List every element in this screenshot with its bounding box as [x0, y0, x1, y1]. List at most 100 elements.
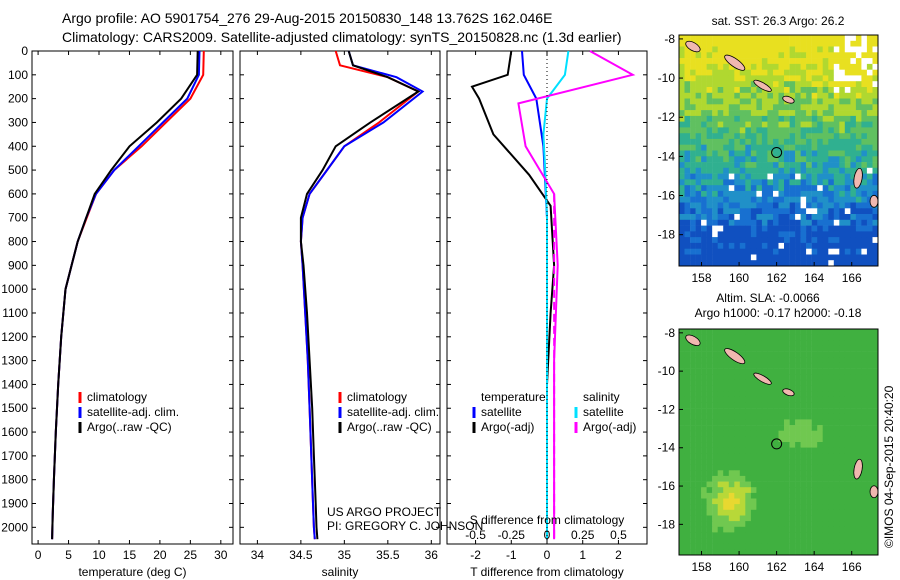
map-cell	[866, 515, 873, 522]
map-cell	[811, 150, 818, 157]
map-cell	[745, 144, 752, 151]
map-cell	[828, 345, 835, 352]
map-cell	[706, 515, 713, 522]
title-line-2: Climatology: CARS2009. Satellite-adjuste…	[62, 29, 622, 45]
map-cell	[750, 75, 757, 82]
map-cell	[784, 52, 790, 59]
map-cell	[734, 260, 741, 267]
map-cell	[745, 92, 752, 99]
map-cell	[761, 340, 768, 347]
map-cell	[712, 133, 718, 140]
map-cell	[844, 430, 851, 437]
map-cell	[679, 167, 685, 174]
map-cell	[773, 196, 779, 203]
map-cell	[717, 385, 724, 392]
map-cell	[855, 425, 862, 432]
map-cell	[861, 334, 868, 341]
map-cell	[728, 549, 735, 556]
map-cell	[679, 69, 685, 76]
y-tick-label: 200	[8, 92, 28, 106]
map-cell	[706, 127, 713, 134]
map-cell	[723, 396, 729, 403]
map-cell	[811, 391, 818, 398]
map-cell	[701, 52, 707, 59]
map-cell	[701, 133, 707, 140]
map-cell	[773, 179, 779, 186]
map-cell	[756, 196, 763, 203]
map-cell	[728, 81, 735, 88]
map-cell	[679, 254, 685, 261]
map-cell	[750, 81, 757, 88]
map-cell	[828, 532, 835, 539]
map-cell	[778, 447, 785, 454]
map-cell	[767, 402, 774, 409]
map-cell	[756, 179, 763, 186]
map-cell	[784, 87, 790, 94]
map-cell	[828, 419, 835, 426]
map-cell	[767, 425, 774, 432]
map-cell	[811, 133, 818, 140]
map-cell	[712, 402, 718, 409]
map-cell	[866, 254, 873, 261]
map-cell	[701, 447, 707, 454]
map-cell	[778, 464, 785, 471]
map-cell	[750, 436, 757, 443]
y-tick-label: 1700	[1, 449, 28, 463]
map-cell	[750, 58, 757, 65]
map-cell	[728, 214, 735, 221]
map-cell	[844, 498, 851, 505]
map-cell	[872, 98, 879, 105]
map-cell	[850, 69, 857, 76]
map-cell	[706, 202, 713, 209]
map-cell	[828, 481, 835, 488]
map-cell	[866, 138, 873, 145]
map-cell	[745, 470, 752, 477]
map-cell	[800, 162, 807, 169]
map-cell	[739, 133, 746, 140]
map-cell	[789, 515, 796, 522]
map-cell	[839, 46, 846, 53]
map-cell	[717, 52, 724, 59]
map-cell	[728, 46, 735, 53]
map-cell	[784, 464, 790, 471]
map-cell	[701, 487, 707, 494]
series-line	[542, 50, 570, 540]
map-cell	[806, 396, 812, 403]
map-cell	[855, 481, 862, 488]
map-cell	[734, 487, 741, 494]
map-cell	[739, 374, 746, 381]
map-cell	[773, 374, 779, 381]
map-cell	[806, 87, 812, 94]
map-cell	[695, 492, 702, 499]
map-cell	[773, 133, 779, 140]
map-cell	[723, 242, 729, 249]
map-cell	[739, 526, 746, 533]
map-cell	[712, 345, 718, 352]
map-cell	[712, 248, 718, 255]
map-cell	[734, 492, 741, 499]
map-cell	[761, 351, 768, 358]
map-cell	[800, 425, 807, 432]
map-cell	[872, 69, 879, 76]
map-cell	[684, 58, 691, 65]
map-cell	[767, 214, 774, 221]
map-cell	[750, 340, 757, 347]
map-cell	[684, 470, 691, 477]
map-cell	[778, 248, 785, 255]
map-cell	[800, 481, 807, 488]
map-cell	[739, 521, 746, 528]
map-cell	[761, 173, 768, 180]
map-cell	[811, 231, 818, 238]
map-cell	[706, 498, 713, 505]
map-cell	[806, 430, 812, 437]
map-cell	[701, 167, 707, 174]
map-cell	[839, 231, 846, 238]
map-cell	[795, 470, 801, 477]
map-cell	[850, 87, 857, 94]
map-cell	[695, 357, 702, 364]
map-cell	[822, 509, 829, 516]
map-cell	[806, 162, 812, 169]
map-cell	[789, 127, 796, 134]
map-cell	[756, 254, 763, 261]
y-tick-label: 600	[8, 187, 28, 201]
